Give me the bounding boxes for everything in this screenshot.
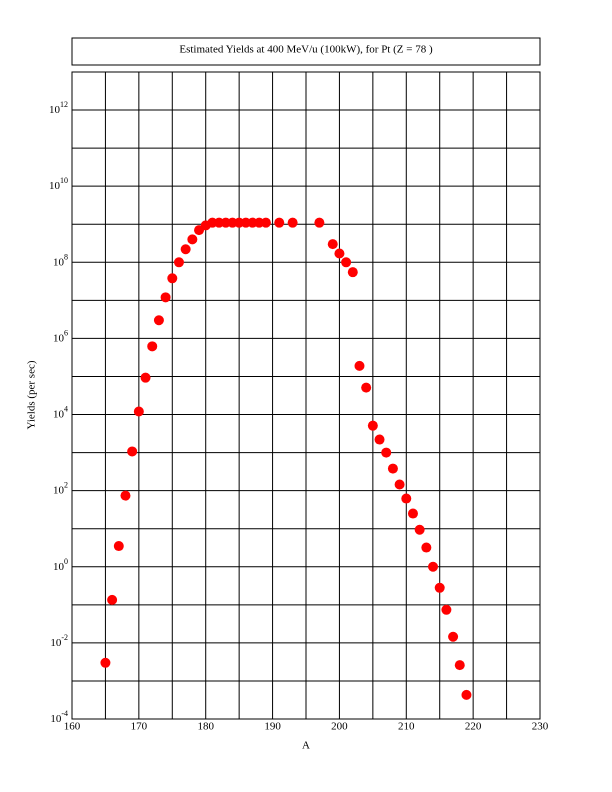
point: [140, 372, 151, 383]
y-tick-label: 104: [53, 404, 68, 420]
point: [120, 490, 131, 501]
point: [361, 382, 372, 393]
y-tick-label: 1012: [49, 100, 68, 116]
point: [160, 292, 171, 303]
x-tick-label: 190: [264, 721, 281, 733]
point: [113, 541, 124, 552]
point: [394, 479, 405, 490]
point: [260, 217, 271, 228]
point: [147, 341, 158, 352]
x-axis-label: A: [302, 740, 310, 752]
point: [434, 582, 445, 593]
point: [187, 234, 198, 245]
point: [401, 493, 412, 504]
x-tick-label: 210: [398, 721, 415, 733]
point: [367, 420, 378, 431]
chart-title: Estimated Yields at 400 MeV/u (100kW), f…: [179, 44, 433, 56]
point: [167, 273, 178, 284]
point: [428, 561, 439, 572]
y-tick-label: 10-2: [50, 633, 68, 649]
point: [341, 257, 352, 268]
point: [100, 657, 111, 668]
point: [414, 524, 425, 535]
point: [314, 217, 325, 228]
x-tick-label: 230: [532, 721, 549, 733]
x-tick-label: 200: [331, 721, 348, 733]
x-tick-label: 160: [64, 721, 81, 733]
point: [287, 217, 298, 228]
point: [274, 217, 285, 228]
y-tick-label: 106: [53, 328, 68, 344]
x-tick-label: 180: [197, 721, 214, 733]
point: [374, 434, 385, 445]
point: [448, 631, 459, 642]
point: [454, 660, 465, 671]
point: [127, 446, 138, 457]
point: [461, 689, 472, 700]
y-tick-label: 100: [53, 557, 68, 573]
point: [173, 257, 184, 268]
point: [107, 594, 118, 605]
point: [354, 360, 365, 371]
y-tick-label: 108: [53, 252, 68, 268]
point: [334, 248, 345, 259]
point: [381, 447, 392, 458]
point: [180, 244, 191, 255]
y-tick-label: 10-4: [50, 709, 68, 725]
point: [421, 542, 432, 553]
y-tick-label: 1010: [49, 176, 68, 192]
point: [347, 267, 358, 278]
y-tick-label: 102: [53, 480, 68, 496]
point: [387, 463, 398, 474]
point: [153, 315, 164, 326]
point: [327, 239, 338, 250]
y-axis-label: Yields (per sec): [26, 360, 38, 429]
point: [441, 604, 452, 615]
point: [133, 406, 144, 417]
x-tick-label: 170: [131, 721, 148, 733]
point: [407, 508, 418, 519]
x-tick-label: 220: [465, 721, 482, 733]
title-box: [71, 37, 541, 66]
